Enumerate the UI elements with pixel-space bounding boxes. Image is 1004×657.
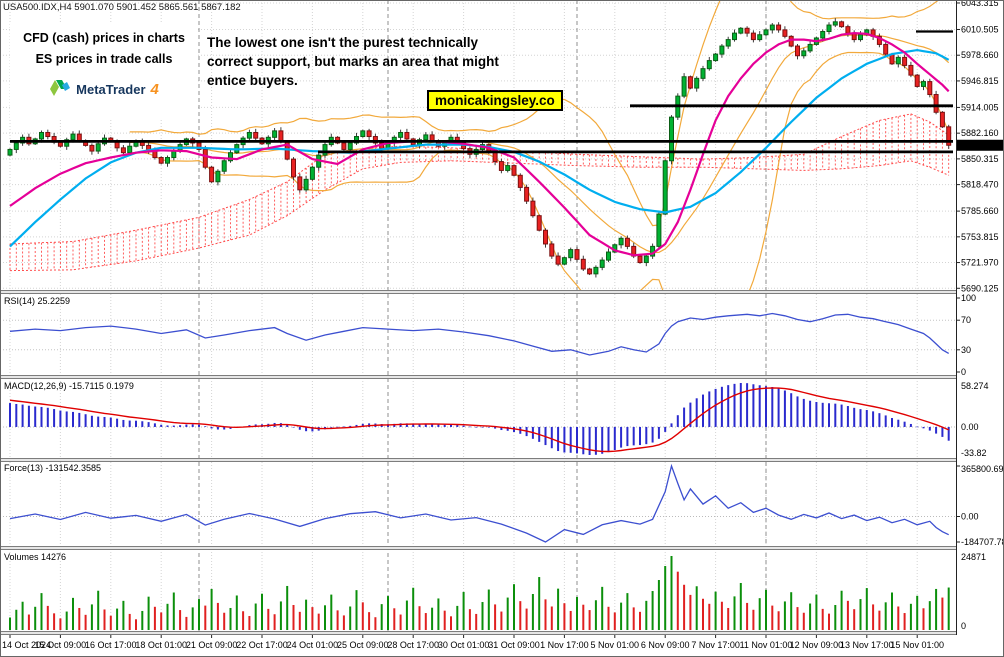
- metatrader-logo-icon: [49, 77, 71, 102]
- time-axis-label: 30 Oct 01:00: [438, 640, 490, 650]
- price-axis-label: 5882.160: [961, 128, 999, 138]
- price-axis-label: 6043.315: [961, 0, 999, 8]
- rsi-axis-label: 70: [961, 315, 971, 325]
- macd-panel-label: MACD(12,26,9) -15.7115 0.1979: [4, 381, 134, 391]
- time-axis-label: 13 Nov 17:00: [840, 640, 894, 650]
- price-panel: [7, 0, 953, 290]
- price-axis-label: 5753.815: [961, 232, 999, 242]
- price-axis[interactable]: 6043.315 6010.505 5978.660 5946.815 5914.005…: [956, 0, 1004, 635]
- time-axis-label: 22 Oct 17:00: [236, 640, 288, 650]
- force-axis-label: 365800.69: [961, 464, 1004, 474]
- metatrader-brand: MetaTrader 4: [10, 77, 198, 102]
- time-axis-label: 21 Oct 09:00: [186, 640, 238, 650]
- price-axis-label: 5946.815: [961, 76, 999, 86]
- force-panel-label: Force(13) -131542.3585: [4, 463, 102, 473]
- volumes-panel-label: Volumes 14276: [4, 552, 67, 562]
- price-axis-label: 5721.970: [961, 258, 999, 268]
- watermark-badge: monicakingsley.co: [427, 90, 563, 111]
- time-axis-label: 15 Nov 01:00: [890, 640, 944, 650]
- rsi-axis-label: 30: [961, 345, 971, 355]
- force-axis-label: 0.00: [961, 512, 979, 522]
- info-line-2: ES prices in trade calls: [35, 52, 173, 66]
- price-axis-label: 6010.505: [961, 24, 999, 34]
- price-axis-label: 5785.660: [961, 206, 999, 216]
- price-axis-label: 5850.315: [961, 154, 999, 164]
- rsi-axis-label: 100: [961, 293, 976, 303]
- time-axis-label: 5 Nov 01:00: [591, 640, 640, 650]
- time-axis-label: 7 Nov 17:00: [691, 640, 740, 650]
- time-axis-label: 31 Oct 09:00: [488, 640, 540, 650]
- macd-axis-label: 0.00: [961, 422, 979, 432]
- rsi-axis-label: 0: [961, 367, 966, 377]
- time-axis-label: 16 Oct 17:00: [85, 640, 137, 650]
- volumes-axis-label: 0: [961, 621, 966, 631]
- current-price-label: 5867.182: [960, 140, 998, 150]
- macd-axis-label: -33.82: [961, 448, 987, 458]
- metatrader-wordmark: MetaTrader: [76, 82, 146, 97]
- time-axis-label: 15 Oct 09:00: [35, 640, 87, 650]
- time-axis-label: 6 Nov 09:00: [641, 640, 690, 650]
- time-axis-label: 12 Nov 09:00: [790, 640, 844, 650]
- chart-annotation: The lowest one isn't the purest technica…: [207, 35, 499, 88]
- price-axis-label: 5914.005: [961, 102, 999, 112]
- price-axis-label: 5818.470: [961, 180, 999, 190]
- macd-axis-label: 58.274: [961, 381, 989, 391]
- time-axis-label: 28 Oct 17:00: [387, 640, 439, 650]
- price-axis-label: 5978.660: [961, 50, 999, 60]
- time-axis-label: 25 Oct 09:00: [337, 640, 389, 650]
- time-axis-label: 14 Oct 2024: [2, 640, 51, 650]
- symbol-title: USA500.IDX,H4 5901.070 5901.452 5865.561…: [3, 2, 241, 13]
- volumes-axis-label: 24871: [961, 552, 986, 562]
- force-axis-label: -184707.78: [961, 537, 1004, 547]
- info-box: CFD (cash) prices in charts ES prices in…: [10, 24, 198, 118]
- time-axis-label: 18 Oct 01:00: [135, 640, 187, 650]
- info-line-1: CFD (cash) prices in charts: [23, 31, 185, 45]
- time-axis-label: 24 Oct 01:00: [287, 640, 339, 650]
- time-axis-label: 11 Nov 01:00: [740, 640, 793, 650]
- price-axis-label: 5690.125: [961, 283, 999, 293]
- time-axis-label: 1 Nov 17:00: [540, 640, 589, 650]
- rsi-panel-label: RSI(14) 25.2259: [4, 296, 71, 306]
- metatrader-version: 4: [150, 81, 159, 98]
